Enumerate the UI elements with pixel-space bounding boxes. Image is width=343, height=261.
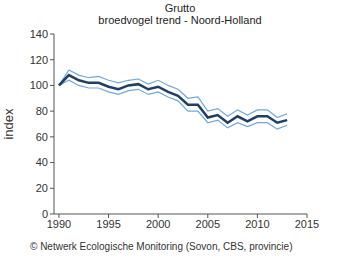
svg-text:index: index xyxy=(8,108,16,140)
svg-text:60: 60 xyxy=(36,131,48,143)
svg-text:140: 140 xyxy=(30,28,48,40)
svg-text:1995: 1995 xyxy=(96,218,120,230)
html-text:broedvogel trend - Noord-Holla: broedvogel trend - Noord-Holland xyxy=(98,14,262,26)
svg-text:0: 0 xyxy=(42,208,48,220)
svg-text:80: 80 xyxy=(36,105,48,117)
svg-text:20: 20 xyxy=(36,182,48,194)
svg-text:1990: 1990 xyxy=(47,218,71,230)
html-text:© Netwerk Ecologische Monitori: © Netwerk Ecologische Monitoring (Sovon,… xyxy=(30,241,293,252)
svg-text:2010: 2010 xyxy=(245,218,269,230)
svg-text:2005: 2005 xyxy=(196,218,220,230)
svg-text:40: 40 xyxy=(36,156,48,168)
svg-text:120: 120 xyxy=(30,54,48,66)
svg-text:2015: 2015 xyxy=(295,218,319,230)
html-text:Grutto: Grutto xyxy=(164,2,196,14)
svg-text:100: 100 xyxy=(30,79,48,91)
svg-text:2000: 2000 xyxy=(146,218,170,230)
